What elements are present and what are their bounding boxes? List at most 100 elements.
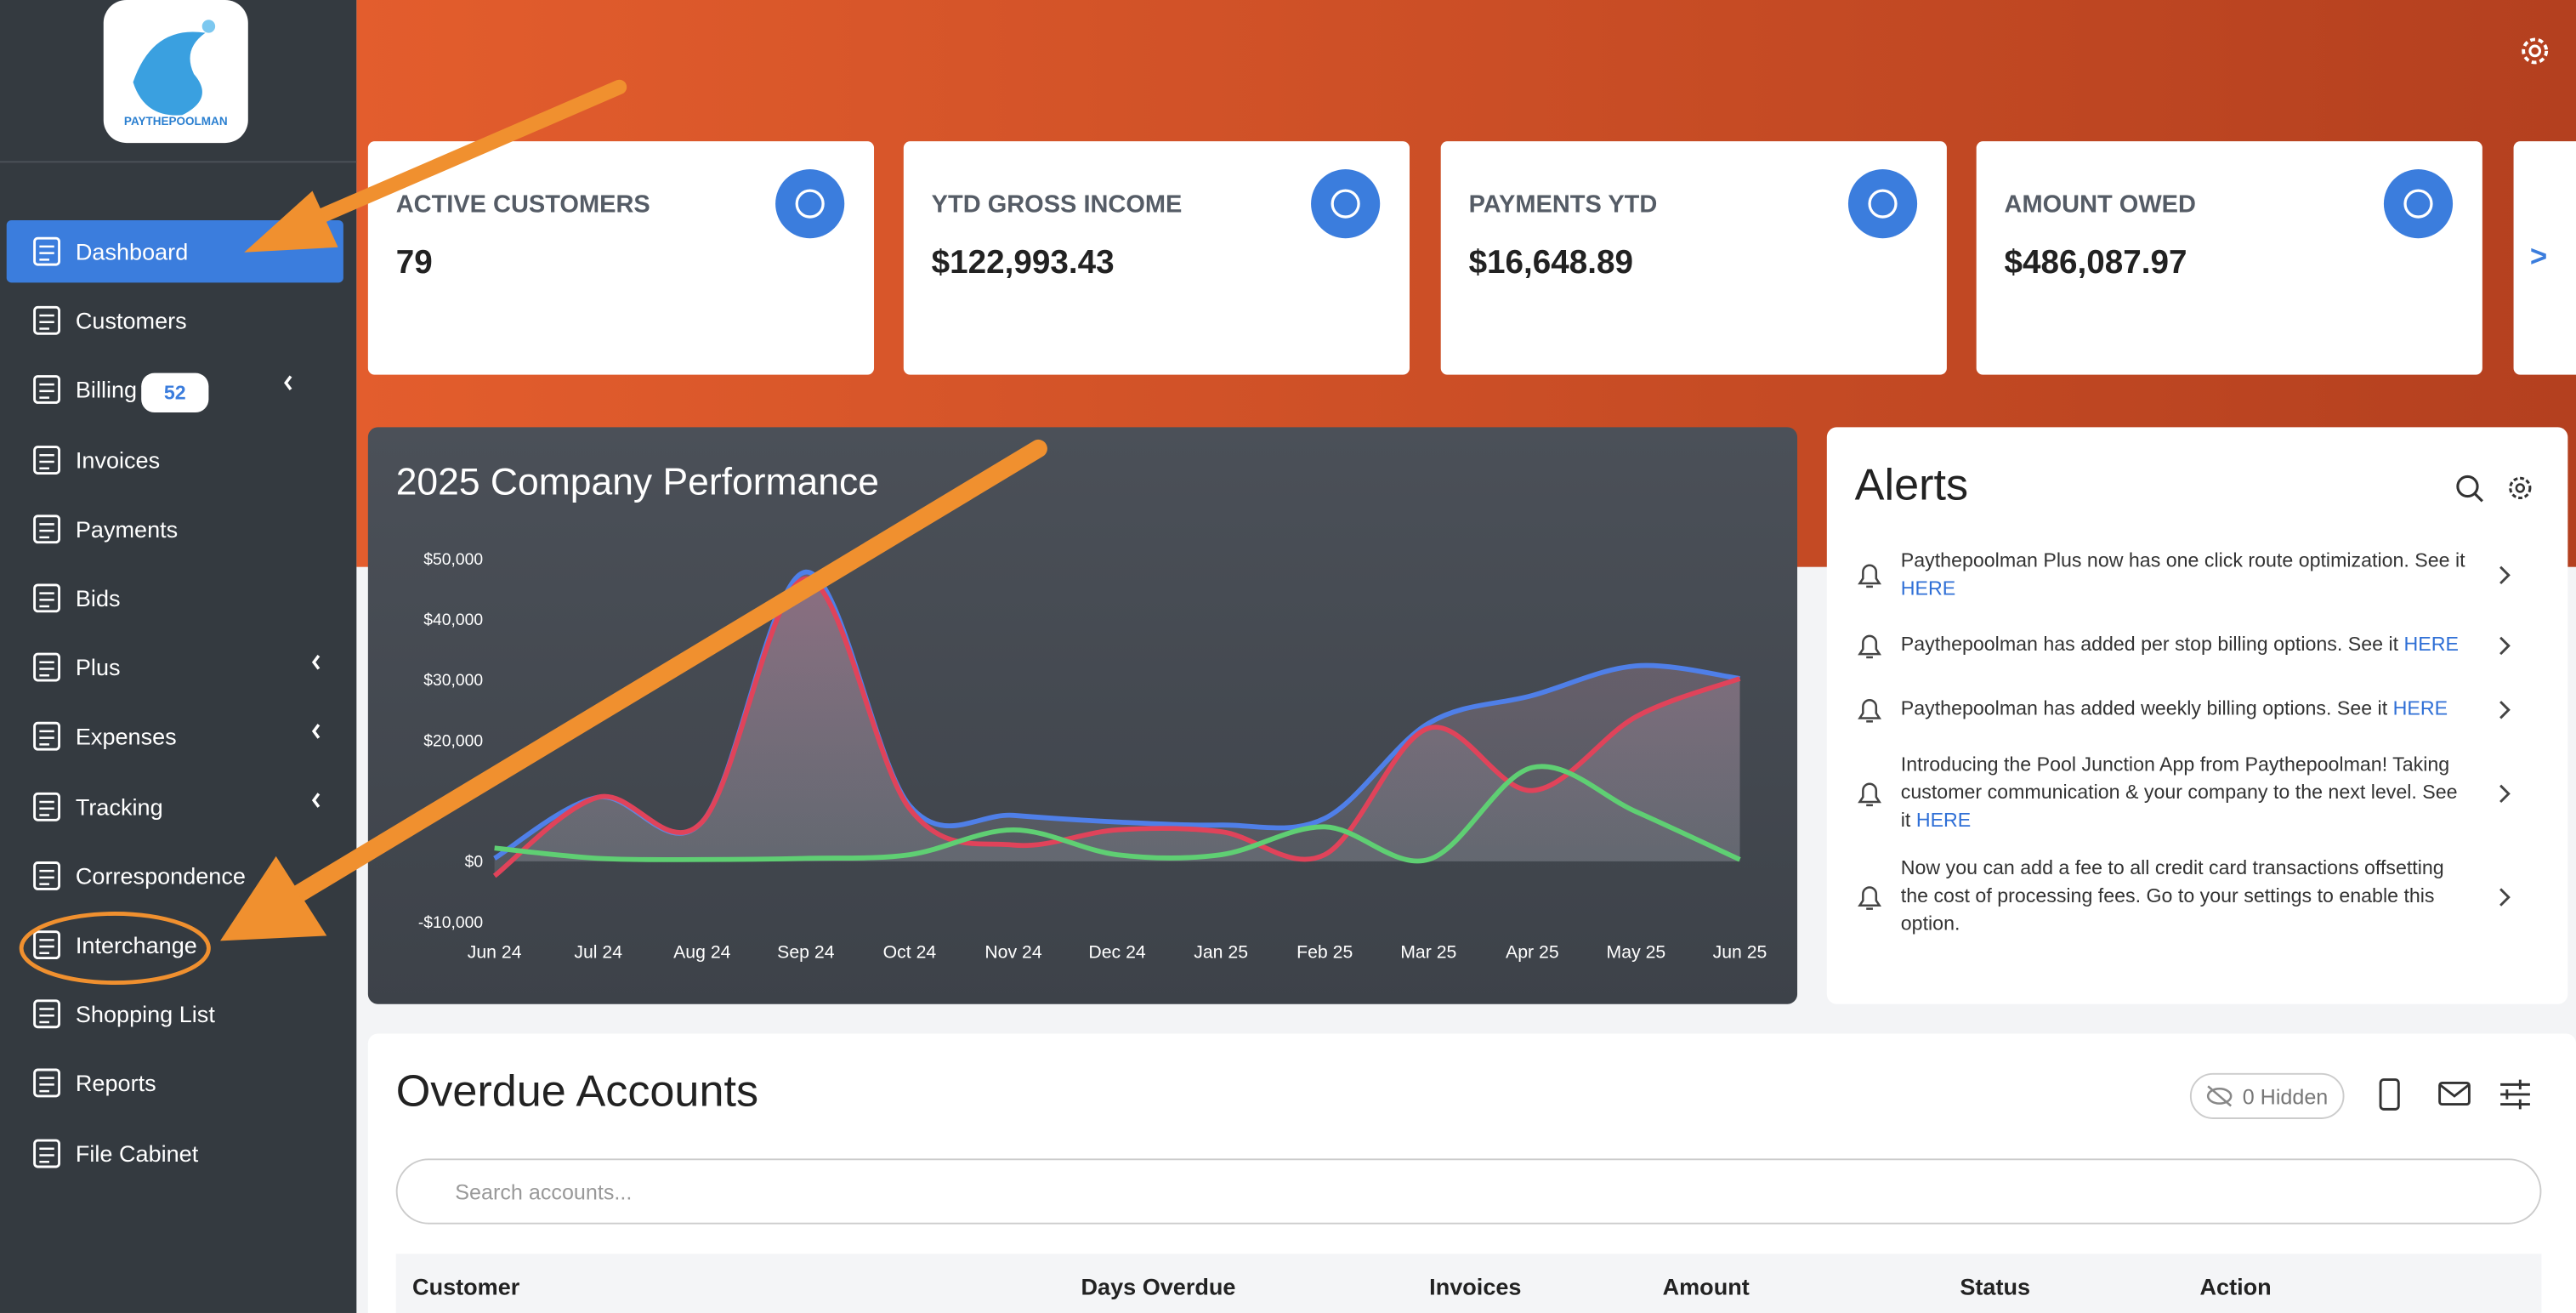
stat-card: PAYMENTS YTD $16,648.89 [1440,141,1947,375]
y-tick-label: -$10,000 [418,914,483,932]
logo[interactable]: PAYTHEPOOLMAN [103,0,248,144]
alert-text: Introducing the Pool Junction App from P… [1900,753,2458,832]
overdue-panel: Overdue Accounts 0 Hidden Search account… [367,1033,2576,1313]
next-card[interactable]: > [2513,141,2576,375]
card-icon [1311,169,1381,239]
x-tick-label: Apr 25 [1506,942,1559,963]
card-label: PAYMENTS YTD [1468,190,1658,219]
nav-item[interactable]: File Cabinet [75,1140,199,1167]
x-tick-label: Mar 25 [1400,942,1456,963]
card-glyph [795,189,825,219]
search-box[interactable]: Search accounts... [395,1158,2542,1225]
nav-item[interactable]: Interchange [75,931,197,958]
y-tick-label: $0 [465,854,483,872]
nav-icon [33,999,61,1029]
stat-card: AMOUNT OWED $486,087.97 [1976,141,2482,375]
x-tick-label: Jan 25 [1194,942,1248,963]
eye-off-icon [2206,1085,2233,1107]
alert-link[interactable]: HERE [2403,632,2459,656]
logo-art: PAYTHEPOOLMAN [124,20,228,128]
hidden-count: 0 Hidden [2242,1084,2329,1110]
sidebar: PAYTHEPOOLMAN 52 Dashboard Customers Billi… [0,0,357,1313]
alert-text: Now you can add a fee to all credit card… [1900,855,2444,935]
alert-item[interactable]: Now you can add a fee to all credit card… [1858,855,2511,939]
alerts-title: Alerts [1854,460,1969,510]
column-header: Action [2199,1273,2272,1300]
nav-icon [33,306,61,336]
nav-item[interactable]: Plus [75,654,121,681]
card-icon [2383,169,2454,239]
alert-item[interactable]: Paythepoolman Plus now has one click rou… [1858,547,2511,603]
x-tick-label: Jun 24 [468,942,522,963]
card-value: $122,993.43 [931,244,1115,281]
table-header [395,1253,2542,1313]
alert-item[interactable]: Introducing the Pool Junction App from P… [1858,751,2511,835]
alert-link[interactable]: HERE [1915,808,1972,832]
chart-panel: 2025 Company Performance -$10,000 $0 $20,0… [367,427,1798,1004]
bell-icon [1858,885,2511,909]
alerts-tools[interactable] [2451,472,2550,509]
nav-icon [33,722,61,752]
overdue-tools[interactable] [2372,1077,2536,1116]
nav-item[interactable]: Bids [75,584,121,611]
nav-item[interactable]: Payments [75,515,179,543]
nav-item[interactable]: Dashboard [75,238,189,265]
nav-icon [33,445,61,475]
next-button[interactable]: > [2529,240,2548,273]
x-tick-label: Dec 24 [1088,942,1146,963]
card-icon [775,169,845,239]
nav-item[interactable]: Billing [75,377,138,404]
nav-icon [33,236,61,266]
nav-item[interactable]: Shopping List [75,1001,215,1028]
x-tick-label: Nov 24 [984,942,1042,963]
alert-text: Paythepoolman Plus now has one click rou… [1900,549,2465,572]
alert-text: Paythepoolman has added per stop billing… [1900,632,2399,656]
column-header: Days Overdue [1081,1273,1236,1300]
stat-card: ACTIVE CUSTOMERS 79 [367,141,875,375]
card-label: ACTIVE CUSTOMERS [395,190,650,219]
y-tick-label: $20,000 [423,732,483,750]
x-tick-label: Aug 24 [673,942,731,963]
card-value: $486,087.97 [2004,244,2187,281]
bell-icon [1858,634,2511,658]
nav-icon [33,375,61,405]
nav-item[interactable]: Tracking [75,793,163,820]
card-glyph [1331,189,1360,219]
nav-item[interactable]: Customers [75,307,187,334]
alert-link[interactable]: HERE [2392,696,2448,720]
nav-icon [33,930,61,960]
x-tick-label: Jul 24 [574,942,622,963]
card-label: AMOUNT OWED [2004,190,2196,219]
stat-card: YTD GROSS INCOME $122,993.43 [903,141,1410,375]
card-label: YTD GROSS INCOME [931,190,1183,219]
nav-item[interactable]: Correspondence [75,862,246,890]
alert-item[interactable]: Paythepoolman has added weekly billing o… [1858,695,2511,723]
x-tick-label: Jun 25 [1713,942,1767,963]
alert-item[interactable]: Paythepoolman has added per stop billing… [1858,631,2511,659]
card-icon [1847,169,1918,239]
y-tick-label: $50,000 [423,551,483,569]
billing-badge: 52 [141,372,209,413]
column-header: Customer [412,1273,520,1300]
nav-icon [33,583,61,613]
nav-item[interactable]: Reports [75,1070,156,1097]
nav-item[interactable]: Expenses [75,724,177,750]
nav-icon [33,861,61,890]
nav-icon [33,514,61,543]
divider [0,161,357,163]
logo-text: PAYTHEPOOLMAN [124,115,228,128]
column-header: Invoices [1429,1273,1522,1300]
hidden-toggle[interactable]: 0 Hidden [2189,1072,2345,1119]
nav-icon [33,1069,61,1099]
y-tick-label: $40,000 [423,611,483,629]
x-tick-label: Sep 24 [777,942,835,963]
nav-item[interactable]: Invoices [75,446,161,473]
x-tick-label: Feb 25 [1297,942,1353,963]
x-tick-label: May 25 [1607,942,1666,963]
overdue-title: Overdue Accounts [395,1066,759,1117]
settings-icon[interactable] [2516,31,2555,71]
alert-link[interactable]: HERE [1900,577,1956,600]
alerts-panel: Alerts [1826,427,2568,1004]
search-placeholder: Search accounts... [455,1179,633,1205]
